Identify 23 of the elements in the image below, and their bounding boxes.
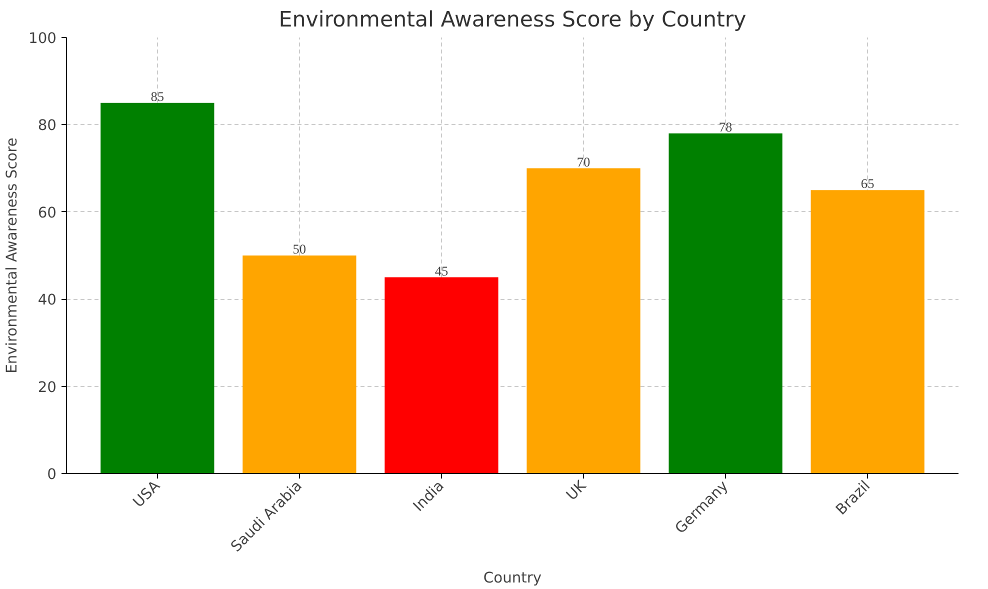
y-tick-label: 40 — [38, 292, 57, 309]
x-tick-label: UK — [563, 477, 590, 504]
data-label: 65 — [860, 176, 875, 192]
bar — [810, 190, 924, 474]
chart-title: Environmental Awareness Score by Country — [278, 8, 746, 32]
y-tick-label: 20 — [38, 378, 57, 396]
bar — [384, 277, 498, 474]
bar — [100, 102, 214, 474]
y-tick-label: 100 — [28, 30, 57, 47]
bar — [242, 256, 356, 474]
y-tick-label: 60 — [38, 204, 57, 222]
data-label: 85 — [150, 88, 164, 104]
y-tick-label: 0 — [47, 466, 57, 483]
y-tick-label: 80 — [38, 117, 57, 134]
y-axis-title: Environmental Awareness Score — [4, 138, 21, 374]
data-label: 70 — [576, 154, 591, 170]
bar — [668, 133, 782, 474]
data-label: 50 — [292, 242, 306, 256]
x-tick-label: USA — [130, 477, 164, 511]
bar — [526, 168, 640, 474]
x-axis-title: Country — [483, 569, 542, 586]
data-label: 45 — [434, 263, 448, 278]
data-label: 78 — [718, 119, 733, 134]
